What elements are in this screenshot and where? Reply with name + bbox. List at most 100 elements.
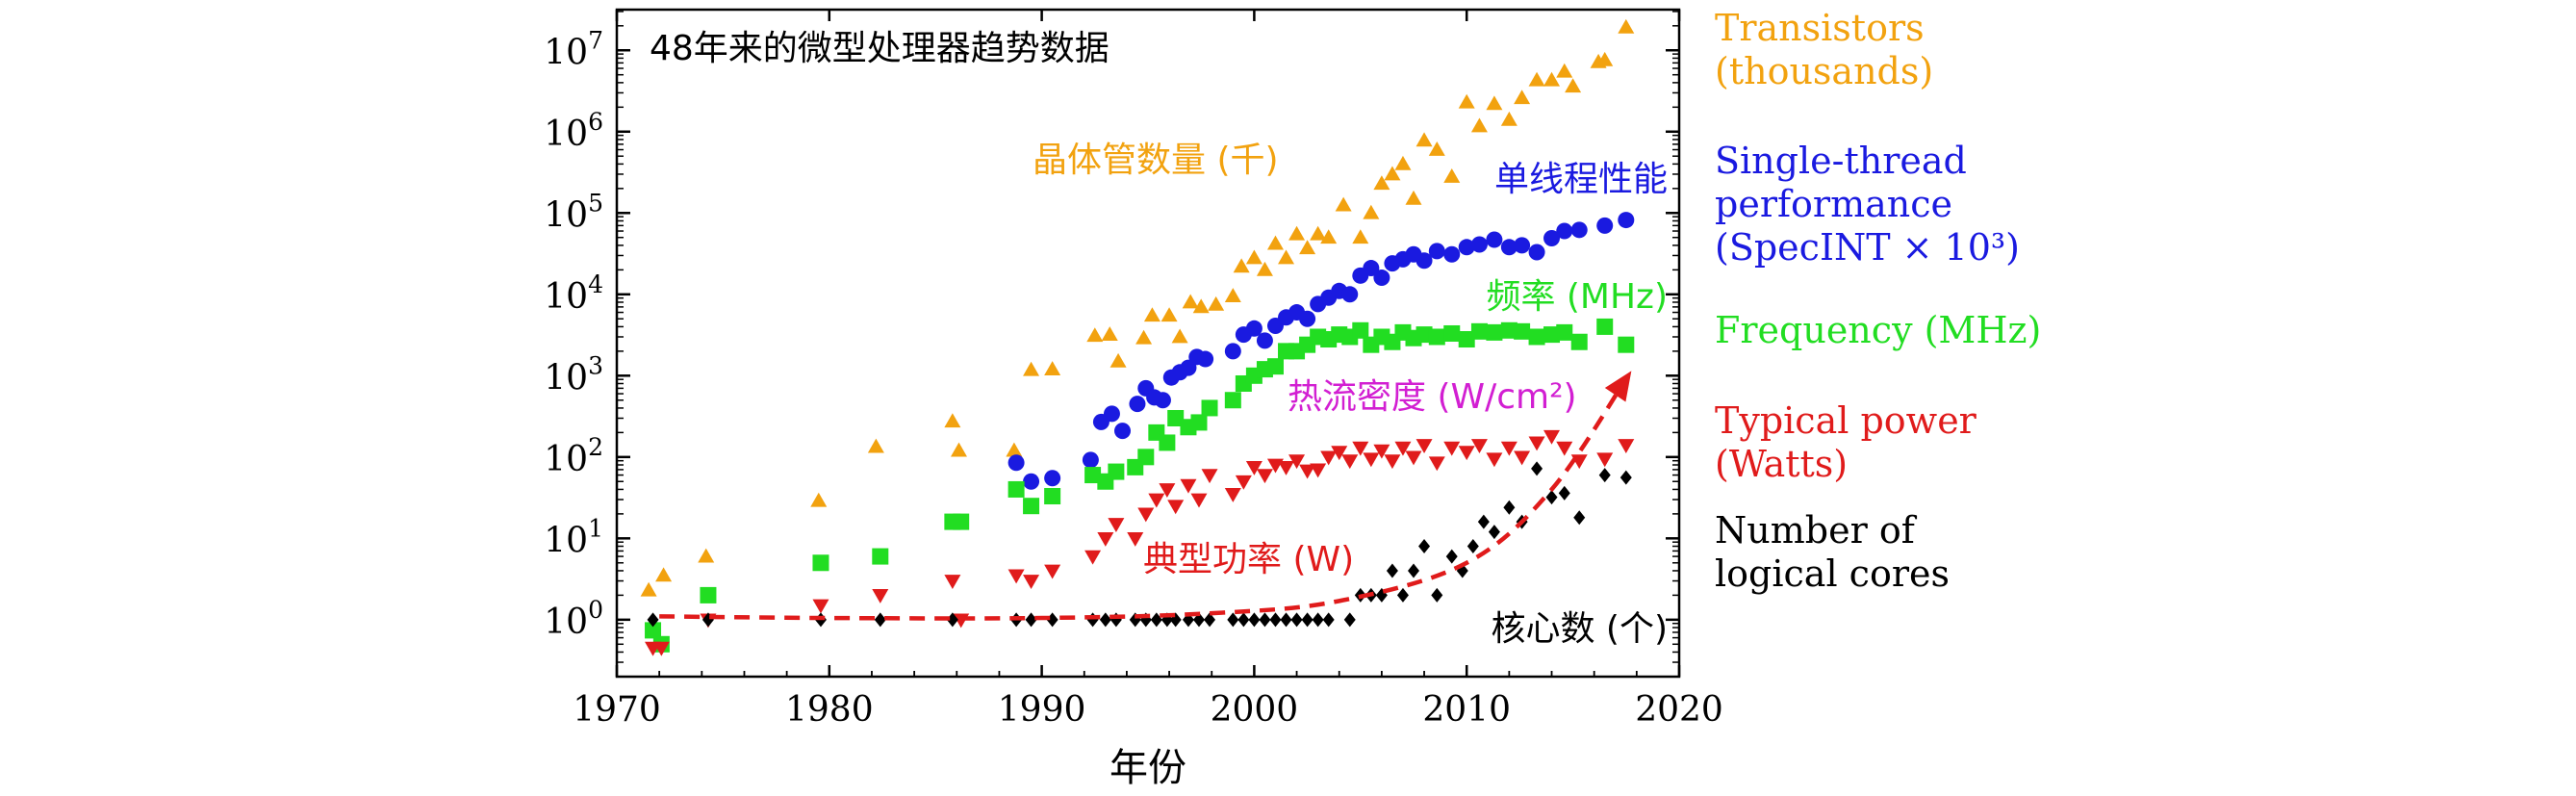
single_thread-point <box>1197 350 1214 368</box>
transistors-point <box>1565 78 1582 93</box>
power-point <box>1288 454 1306 470</box>
trend-arrow-layer <box>659 371 1632 621</box>
x-tick-label: 2000 <box>1211 690 1299 730</box>
transistors-point <box>810 492 828 507</box>
single_thread-point <box>1373 270 1390 287</box>
transistors-point <box>1109 352 1127 368</box>
frequency-point <box>1266 358 1284 375</box>
x-tick-label: 1980 <box>785 690 874 730</box>
power-point <box>1405 450 1422 466</box>
power-point <box>1416 439 1433 453</box>
legend-label: (Watts) <box>1715 443 1848 485</box>
cores-point <box>1312 612 1324 628</box>
series-single_thread <box>1007 212 1635 490</box>
cores-point <box>1290 612 1303 628</box>
cores-point <box>1396 587 1409 603</box>
transistors-point <box>867 438 884 453</box>
transistors-point <box>1405 190 1422 205</box>
frequency-point <box>872 548 889 565</box>
power-point <box>1556 441 1573 456</box>
legend-label: Transistors <box>1715 7 1925 49</box>
cores-point <box>1418 539 1431 554</box>
power-point <box>1108 518 1125 532</box>
transistors-point <box>950 442 967 457</box>
power-point <box>1543 429 1561 445</box>
single_thread-point <box>1341 286 1359 303</box>
frequency-point <box>1023 498 1040 515</box>
cores-point <box>1237 612 1250 628</box>
single_thread-point <box>1500 239 1518 256</box>
cores-point <box>1503 500 1516 515</box>
plot-frame <box>615 8 1681 679</box>
transistors-point <box>1245 249 1262 265</box>
annotation-frequency: 频率 (MHz) <box>1486 277 1668 317</box>
frequency-point <box>1007 480 1025 498</box>
trend-arrow-head <box>1604 371 1632 402</box>
frequency-point <box>1167 409 1185 426</box>
cores-point <box>1545 490 1558 505</box>
power-point <box>1470 439 1488 453</box>
transistors-point <box>1160 307 1178 322</box>
frequency-point <box>1108 463 1125 480</box>
single_thread-point <box>1363 260 1380 277</box>
single_thread-point <box>1114 423 1132 440</box>
legend-label: logical cores <box>1715 552 1950 595</box>
y-tick-label: 101 <box>544 514 603 560</box>
cores-point <box>1099 612 1111 628</box>
transistors-point <box>1256 261 1273 276</box>
legend: Transistors(thousands) Single-threadperfo… <box>1715 7 2041 595</box>
transistors-point <box>1171 328 1188 344</box>
cores-point <box>1598 468 1611 483</box>
axes-layer: 1970 1980 1990 2000 2010 2020 年份 100 101 102 103 10… <box>544 10 1723 790</box>
frequency-point <box>1514 322 1531 340</box>
frequency-point <box>1486 323 1503 341</box>
frequency-point <box>645 622 662 639</box>
cores-point <box>1322 612 1335 628</box>
single_thread-point <box>1044 470 1061 487</box>
power-point <box>1127 531 1144 547</box>
frequency-point <box>1044 488 1061 505</box>
power-point <box>1514 450 1531 466</box>
power-point <box>1007 569 1025 584</box>
single_thread-point <box>1154 392 1171 409</box>
frequency-point <box>1543 326 1561 344</box>
single_thread-point <box>1103 405 1120 423</box>
transistors-point <box>1192 298 1210 314</box>
single_thread-point <box>1299 310 1316 327</box>
transistors-point <box>1428 141 1445 156</box>
transistors-point <box>1373 175 1390 191</box>
y-tick-label: 105 <box>544 189 603 235</box>
transistors-point <box>1086 327 1104 343</box>
frequency-point <box>1352 321 1369 339</box>
legend-label: Frequency (MHz) <box>1715 309 2041 351</box>
power-point <box>1084 550 1102 565</box>
single_thread-point <box>1486 231 1503 248</box>
power-point <box>1310 463 1327 478</box>
power-point <box>1159 483 1176 498</box>
power-point <box>1596 452 1614 468</box>
power-point <box>944 575 961 590</box>
transistors-point <box>1394 155 1412 170</box>
single_thread-point <box>1023 473 1040 490</box>
transistors-point <box>1006 442 1023 457</box>
single_thread-point <box>1224 343 1241 360</box>
single_thread-point <box>1470 236 1488 253</box>
transistors-point <box>698 548 715 563</box>
cores-point <box>1573 510 1586 526</box>
transistors-point <box>1618 18 1635 34</box>
power-point <box>1500 441 1518 456</box>
single_thread-point <box>1596 217 1614 234</box>
transistors-point <box>1528 71 1545 87</box>
legend-label: Typical power <box>1715 399 1977 442</box>
frequency-point <box>812 554 829 572</box>
transistors-point <box>1224 288 1241 303</box>
cores-point <box>1445 549 1458 564</box>
power-point <box>1044 564 1061 579</box>
frequency-point <box>700 586 717 603</box>
cores-point <box>1558 485 1570 501</box>
single_thread-point <box>1514 237 1531 254</box>
power-point <box>1148 493 1165 508</box>
